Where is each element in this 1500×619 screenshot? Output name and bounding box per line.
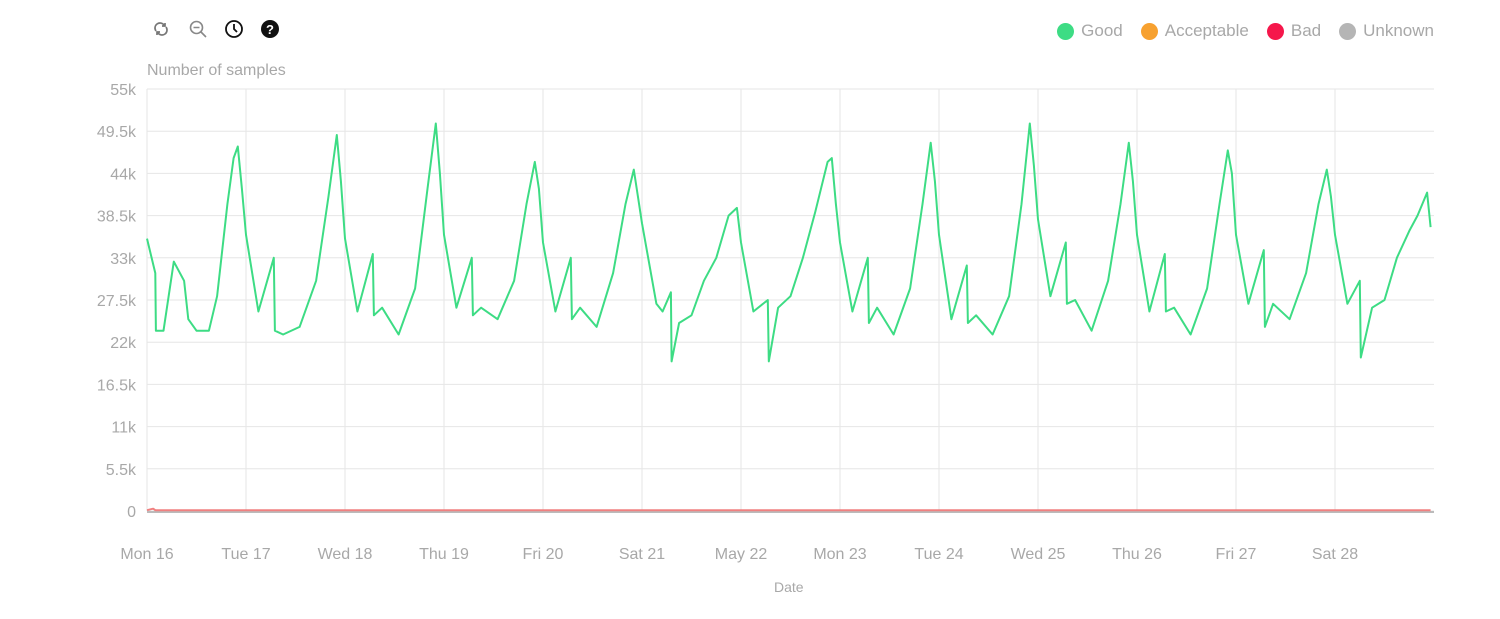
- x-tick-label: Mon 23: [813, 546, 866, 563]
- x-tick-label: Fri 20: [523, 546, 564, 563]
- y-tick-label: 38.5k: [97, 209, 137, 226]
- legend-item-unknown[interactable]: Unknown: [1339, 21, 1434, 41]
- x-tick-label: Thu 26: [1112, 546, 1162, 563]
- x-tick-label: Sat 21: [619, 546, 665, 563]
- help-icon[interactable]: ?: [260, 19, 280, 39]
- refresh-icon[interactable]: [151, 19, 171, 39]
- legend-label: Good: [1081, 21, 1123, 40]
- legend-item-bad[interactable]: Bad: [1266, 21, 1322, 41]
- x-tick-label: Tue 17: [221, 546, 270, 563]
- x-tick-label: Thu 19: [419, 546, 469, 563]
- x-tick-label: May 22: [715, 546, 768, 563]
- y-tick-label: 49.5k: [97, 124, 137, 141]
- svg-text:?: ?: [266, 22, 274, 37]
- x-tick-label: Tue 24: [914, 546, 963, 563]
- legend-item-good[interactable]: Good: [1057, 21, 1123, 41]
- y-tick-label: 44k: [110, 166, 137, 183]
- legend-dot: [1266, 22, 1284, 40]
- legend-label: Bad: [1290, 21, 1322, 40]
- series-line-good: [146, 122, 1432, 363]
- y-tick-label: 22k: [110, 335, 137, 352]
- y-tick-label: 11k: [111, 420, 137, 437]
- legend-item-acceptable[interactable]: Acceptable: [1140, 21, 1249, 41]
- legend-dot: [1140, 22, 1158, 40]
- x-tick-label: Fri 27: [1216, 546, 1257, 563]
- y-tick-label: 0: [127, 504, 136, 521]
- series-line-bad: [146, 507, 1431, 512]
- y-tick-label: 16.5k: [97, 377, 137, 394]
- legend-dot: [1057, 22, 1075, 40]
- y-tick-label: 27.5k: [97, 293, 137, 310]
- y-tick-label: 55k: [110, 82, 137, 99]
- legend: Good Acceptable Bad Unknown: [1057, 21, 1434, 41]
- legend-label: Acceptable: [1164, 21, 1249, 40]
- x-tick-label: Mon 16: [120, 546, 173, 563]
- clock-icon[interactable]: [224, 19, 244, 39]
- x-tick-label: Wed 25: [1011, 546, 1066, 563]
- x-tick-label: Wed 18: [318, 546, 373, 563]
- y-tick-label: 5.5k: [106, 462, 137, 479]
- x-axis-label: Date: [774, 579, 804, 595]
- legend-dot: [1339, 22, 1357, 40]
- y-tick-label: 33k: [110, 251, 137, 268]
- legend-label: Unknown: [1363, 21, 1434, 40]
- y-axis-label: Number of samples: [147, 62, 286, 79]
- zoom-out-icon[interactable]: [188, 19, 208, 39]
- x-tick-label: Sat 28: [1312, 546, 1358, 563]
